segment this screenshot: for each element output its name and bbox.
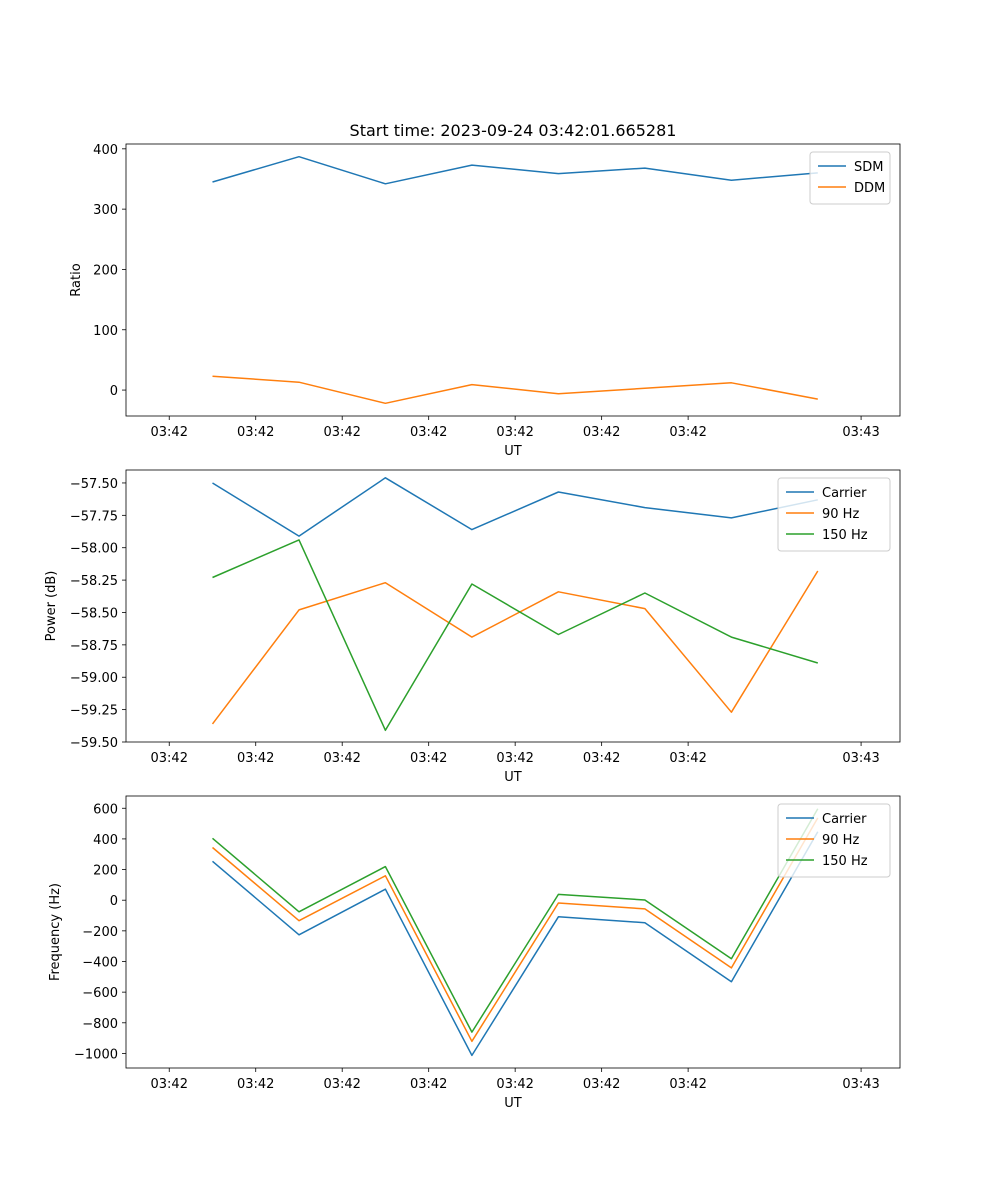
y-tick-label: −800 <box>82 1017 118 1032</box>
y-tick-label: 200 <box>93 263 118 278</box>
x-tick-label: 03:42 <box>151 425 188 440</box>
x-tick-label: 03:42 <box>237 1077 274 1092</box>
x-tick-label: 03:42 <box>496 425 533 440</box>
y-tick-label: −58.50 <box>70 606 118 621</box>
x-tick-label: 03:42 <box>496 751 533 766</box>
y-tick-label: −57.50 <box>70 477 118 492</box>
series-line-ddm <box>212 375 818 405</box>
x-tick-label: 03:42 <box>237 751 274 766</box>
chart-panel-1: 03:42 03:42 03:42 03:42 03:42 03:42 03:42 03:43… <box>69 143 901 459</box>
legend: Carrier 90 Hz 150 Hz <box>777 803 891 878</box>
series-line-90-hz <box>212 817 819 1043</box>
x-tick-label: 03:42 <box>323 751 360 766</box>
x-tick-label: 03:42 <box>410 1077 447 1092</box>
x-tick-label: 03:42 <box>410 751 447 766</box>
series-line-150-hz <box>212 539 819 732</box>
axes-frame <box>125 143 901 417</box>
y-tick-label: 100 <box>93 324 118 339</box>
legend-box <box>777 803 891 878</box>
legend-label: 150 Hz <box>822 854 868 869</box>
y-tick-label: 200 <box>93 864 118 879</box>
y-tick-label: 0 <box>110 894 118 909</box>
y-tick-label: −58.75 <box>70 639 118 654</box>
legend: Carrier 90 Hz 150 Hz <box>777 477 891 552</box>
x-tick-label: 03:42 <box>583 751 620 766</box>
x-tick-label: 03:42 <box>669 751 706 766</box>
x-tick-label: 03:43 <box>842 751 879 766</box>
x-tick-label: 03:42 <box>323 425 360 440</box>
y-tick-label: 300 <box>93 203 118 218</box>
x-tick-label: 03:43 <box>842 1077 879 1092</box>
series-line-carrier <box>212 477 818 537</box>
y-tick-label: 0 <box>110 384 118 399</box>
x-tick-label: 03:42 <box>151 751 188 766</box>
x-tick-label: 03:42 <box>669 425 706 440</box>
chart-panel-2: 03:42 03:42 03:42 03:42 03:42 03:42 03:42 03:43… <box>44 469 901 785</box>
x-axis-label: UT <box>504 444 522 459</box>
legend-box <box>777 477 891 552</box>
y-tick-label: −57.75 <box>70 509 118 524</box>
y-tick-label: −1000 <box>74 1047 118 1062</box>
y-tick-label: −59.00 <box>70 671 118 686</box>
series-line-90-hz <box>211 570 819 725</box>
legend-label: 90 Hz <box>822 833 859 848</box>
y-tick-label: 400 <box>93 143 118 158</box>
series-line-150-hz <box>212 808 819 1033</box>
x-tick-label: 03:42 <box>410 425 447 440</box>
x-tick-label: 03:42 <box>583 1077 620 1092</box>
x-tick-label: 03:42 <box>323 1077 360 1092</box>
x-tick-label: 03:42 <box>237 425 274 440</box>
legend-label: SDM <box>854 160 883 175</box>
y-tick-label: −600 <box>82 986 118 1001</box>
series-line-sdm <box>212 155 818 185</box>
y-tick-label: −59.50 <box>70 736 118 751</box>
legend-label: DDM <box>854 181 885 196</box>
legend-label: 90 Hz <box>822 507 859 522</box>
y-axis-label: Ratio <box>69 263 84 296</box>
y-axis-label: Frequency (Hz) <box>48 883 63 981</box>
legend-label: Carrier <box>822 812 867 827</box>
x-axis-label: UT <box>504 1096 522 1111</box>
y-tick-label: −58.00 <box>70 542 118 557</box>
y-axis-label: Power (dB) <box>44 571 59 642</box>
y-tick-label: −400 <box>82 955 118 970</box>
x-tick-label: 03:42 <box>583 425 620 440</box>
y-tick-label: −58.25 <box>70 574 118 589</box>
axes-frame <box>125 795 901 1069</box>
x-tick-label: 03:42 <box>669 1077 706 1092</box>
figure-title: Start time: 2023-09-24 03:42:01.665281 <box>350 121 677 140</box>
x-tick-label: 03:42 <box>151 1077 188 1092</box>
x-tick-label: 03:42 <box>496 1077 533 1092</box>
chart-panel-3: 03:42 03:42 03:42 03:42 03:42 03:42 03:42 03:43… <box>48 795 901 1111</box>
x-axis-label: UT <box>504 770 522 785</box>
y-tick-label: −59.25 <box>70 704 118 719</box>
x-tick-label: 03:43 <box>842 425 879 440</box>
y-tick-label: 600 <box>93 802 118 817</box>
axes-frame <box>125 469 901 743</box>
legend-box <box>809 151 891 205</box>
legend-label: 150 Hz <box>822 528 868 543</box>
y-tick-label: 400 <box>93 833 118 848</box>
legend-label: Carrier <box>822 486 867 501</box>
series-line-carrier <box>212 831 819 1057</box>
y-tick-label: −200 <box>82 925 118 940</box>
legend: SDM DDM <box>809 151 891 205</box>
